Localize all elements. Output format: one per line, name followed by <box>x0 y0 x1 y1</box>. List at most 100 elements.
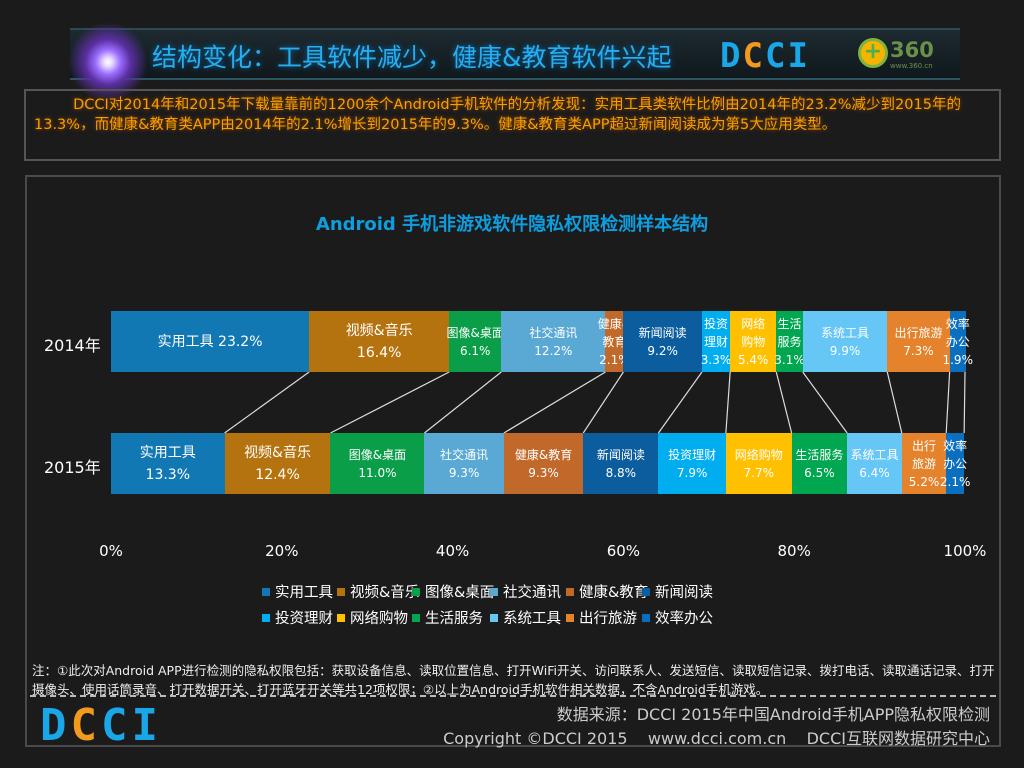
segment-label: 9.2% <box>647 343 678 358</box>
legend-item: 效率办公 <box>642 607 713 628</box>
copyright: Copyright ©DCCI 2015 www.dcci.com.cn DCC… <box>443 729 990 748</box>
bar-segment-2014: 出行旅游 7.3% <box>887 311 950 372</box>
segment-label: 投资理财 <box>668 447 717 462</box>
connector-line <box>775 371 793 434</box>
bar-segment-2015: 投资理财 7.9% <box>658 433 726 494</box>
legend-swatch <box>566 587 574 596</box>
segment-label: 系统工具 <box>850 447 899 462</box>
dcci-footer-logo: DCCI <box>40 700 162 751</box>
segment-label: 8.8% <box>605 465 637 480</box>
segment-label: 社交通讯 <box>529 325 578 340</box>
x-tick-label: 80% <box>777 542 811 560</box>
segment-label: 3.1% <box>774 352 805 367</box>
bar-segment-2014: 新闻阅读 9.2% <box>623 311 702 372</box>
bar-segment-2015: 健康&教育 9.3% <box>503 433 584 494</box>
segment-label: 12.2% <box>534 343 573 358</box>
source-info: 数据来源：DCCI 2015年中国Android手机APP隐私权限检测 Copy… <box>443 703 990 751</box>
bar-segment-2015: 网络购物 7.7% <box>725 433 792 494</box>
segment-label: 9.9% <box>829 343 861 358</box>
bar-segment-2015: 新闻阅读 8.8% <box>583 433 659 494</box>
connector-line <box>657 371 703 434</box>
bar-segment-2015: 视频&音乐 12.4% <box>224 433 331 494</box>
segment-label: 旅游 <box>911 456 936 471</box>
legend-item: 系统工具 <box>490 607 561 628</box>
data-source: 数据来源：DCCI 2015年中国Android手机APP隐私权限检测 <box>556 705 990 724</box>
legend-swatch <box>337 613 345 622</box>
connector-line <box>886 371 903 434</box>
legend-item: 生活服务 <box>412 607 483 628</box>
segment-label: 健康& <box>597 316 632 331</box>
bar-segment-2015: 社交通讯 9.3% <box>424 433 504 494</box>
legend-label: 生活服务 <box>425 611 483 627</box>
legend-label: 出行旅游 <box>579 611 637 627</box>
connector-line <box>945 371 951 434</box>
legend-label: 系统工具 <box>503 611 561 627</box>
connector-line <box>725 371 731 434</box>
legend-swatch <box>262 613 270 622</box>
segment-label: 3.3% <box>700 352 732 367</box>
segment-label: 生活 <box>777 316 802 331</box>
segment-label: 11.0% <box>358 465 397 480</box>
legend-swatch <box>262 587 270 596</box>
segment-label: 出行旅游 <box>894 325 943 340</box>
legend-label: 图像&桌面 <box>425 585 495 601</box>
connector-line <box>963 371 966 434</box>
bar-segment-2014: 网络 购物 5.4% <box>730 311 777 372</box>
legend-item: 健康&教育 <box>566 581 648 602</box>
connector-line <box>330 371 450 434</box>
legend-swatch <box>490 587 498 596</box>
legend-label: 实用工具 <box>275 585 333 601</box>
legend-item: 图像&桌面 <box>412 581 494 602</box>
bar-segment-2015: 图像&桌面 11.0% <box>330 433 425 494</box>
segment-label: 教育 <box>602 334 627 349</box>
x-tick-label: 0% <box>99 542 123 560</box>
bar-segment-2014: 生活服务 3.1% <box>774 311 805 372</box>
segment-label: 7.9% <box>676 465 708 480</box>
legend-label: 效率办公 <box>655 611 713 627</box>
chart-title: Android 手机非游戏软件隐私权限检测样本结构 <box>315 214 709 235</box>
x-tick-label: 100% <box>943 542 987 560</box>
legend-item: 实用工具 <box>262 581 333 602</box>
legend-item: 网络购物 <box>337 607 408 628</box>
segment-label: 生活服务 <box>795 447 844 462</box>
legend-item: 社交通讯 <box>490 581 561 602</box>
bar-segment-2014: 系统工具 9.9% <box>802 311 888 372</box>
page-title: 结构变化：工具软件减少，健康&教育软件兴起 <box>152 43 672 72</box>
legend-swatch <box>490 613 498 622</box>
segment-label: 16.4% <box>356 344 402 361</box>
segment-label: 办公 <box>945 334 970 349</box>
starburst-decoration <box>68 22 148 102</box>
segment-label: 图像&桌面 <box>348 447 407 462</box>
segment-label: 13.3% <box>145 466 191 483</box>
segment-label: 6.1% <box>459 343 491 358</box>
segment-label: 1.9% <box>942 352 973 367</box>
segment-label: 7.3% <box>903 343 934 358</box>
summary-text: DCCI对2014年和2015年下载量靠前的1200余个Android手机软件的… <box>34 97 961 133</box>
segment-label: 2.1% <box>599 352 630 367</box>
legend-swatch <box>642 587 650 596</box>
bar-segment-2014: 实用工具 23.2% <box>111 311 310 372</box>
category-label-2014: 2014年 <box>44 336 101 355</box>
legend-label: 投资理财 <box>275 611 333 627</box>
bar-segment-2014: 效率办公 1.9% <box>942 311 973 372</box>
segment-label: 7.7% <box>743 465 775 480</box>
segment-label: 效率 <box>945 316 970 331</box>
legend-swatch <box>412 587 420 596</box>
connector-line <box>424 371 502 434</box>
segment-label: 2.1% <box>939 474 971 489</box>
bar-segment-2014: 健康& 教育 2.1% <box>598 311 631 372</box>
segment-label: 9.3% <box>448 465 480 480</box>
legend-item: 出行旅游 <box>566 607 637 628</box>
segment-label: 12.4% <box>255 466 300 483</box>
legend-item: 投资理财 <box>262 607 333 628</box>
legend-swatch <box>337 587 345 596</box>
segment-label: 9.3% <box>528 465 559 480</box>
segment-label: 购物 <box>741 334 766 349</box>
connector-line <box>224 371 310 434</box>
360-logo-url: www.360.cn <box>890 62 933 70</box>
segment-label: 服务 <box>777 334 802 349</box>
x-tick-label: 20% <box>265 542 299 560</box>
segment-label: 新闻阅读 <box>638 325 687 340</box>
bar-segment-2014: 图像&桌面 6.1% <box>447 311 504 372</box>
